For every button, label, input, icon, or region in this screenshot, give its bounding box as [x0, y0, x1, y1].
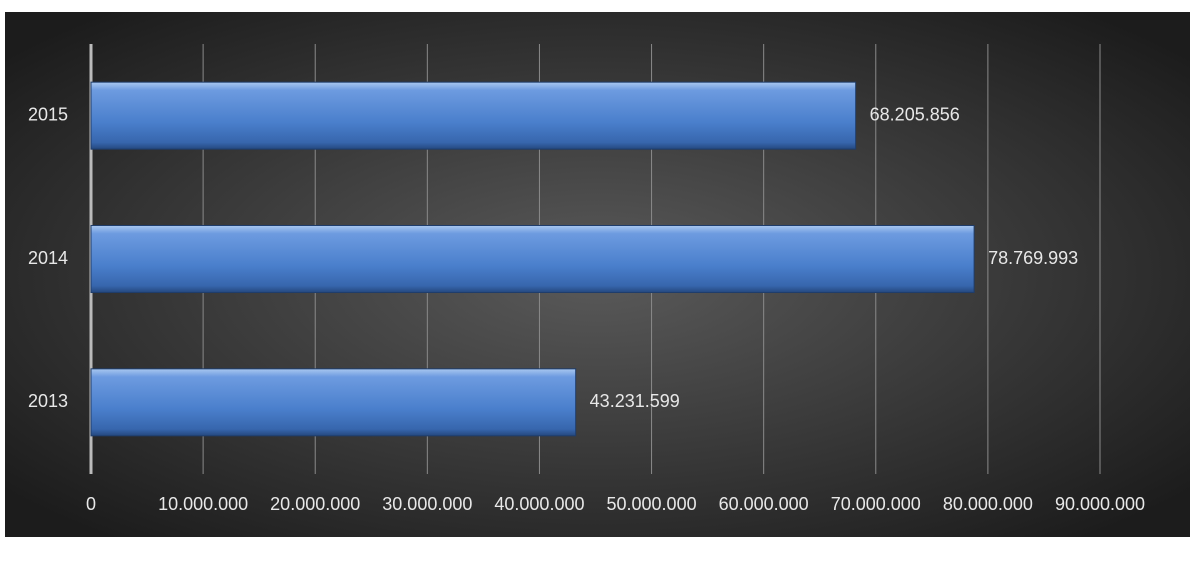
y-tick-label: 2014 — [28, 248, 68, 268]
bar — [90, 368, 577, 437]
x-tick-label: 50.000.000 — [607, 494, 697, 514]
data-label: 43.231.599 — [590, 391, 680, 411]
x-tick-label: 40.000.000 — [494, 494, 584, 514]
y-tick-label: 2015 — [28, 104, 68, 124]
bar — [90, 225, 975, 293]
x-tick-label: 0 — [86, 494, 96, 514]
data-label: 78.769.993 — [988, 248, 1078, 268]
x-tick-label: 10.000.000 — [158, 494, 248, 514]
x-tick-label: 60.000.000 — [719, 494, 809, 514]
x-tick-label: 70.000.000 — [831, 494, 921, 514]
x-tick-label: 30.000.000 — [382, 494, 472, 514]
x-tick-label: 80.000.000 — [943, 494, 1033, 514]
x-tick-label: 90.000.000 — [1055, 494, 1145, 514]
bar — [90, 81, 857, 150]
x-tick-label: 20.000.000 — [270, 494, 360, 514]
y-tick-label: 2013 — [28, 391, 68, 411]
data-label: 68.205.856 — [870, 104, 960, 124]
